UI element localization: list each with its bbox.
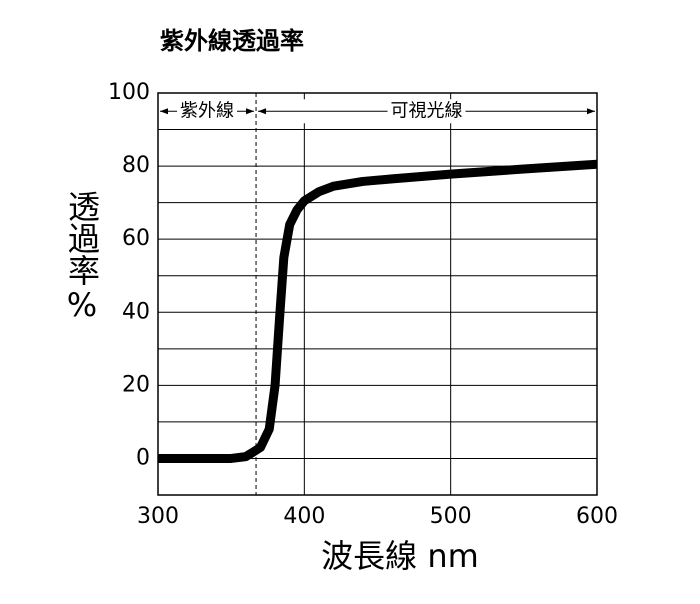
arrow-head	[258, 108, 267, 115]
y-tick-label: 0	[136, 445, 150, 470]
y-tick-label: 80	[122, 153, 150, 178]
chart-title: 紫外線透過率	[160, 27, 304, 55]
y-tick-label: 40	[122, 299, 150, 324]
y-axis-label: 透過率%	[63, 190, 101, 324]
arrow-head	[587, 108, 595, 115]
region-label: 可視光線	[391, 100, 463, 121]
x-axis-label: 波長線 nm	[321, 537, 479, 575]
y-tick-label: 100	[108, 80, 150, 105]
x-tick-label: 600	[576, 504, 618, 529]
arrow-head	[160, 108, 168, 115]
arrow-head	[246, 108, 255, 115]
region-label: 紫外線	[180, 100, 234, 121]
y-tick-label: 60	[122, 226, 150, 251]
label-bg	[177, 100, 238, 122]
x-tick-label: 300	[137, 504, 179, 529]
y-tick-label: 20	[122, 372, 150, 397]
x-tick-label: 400	[283, 504, 325, 529]
plot-frame	[157, 92, 598, 496]
label-bg	[387, 100, 466, 122]
x-tick-label: 500	[430, 504, 472, 529]
data-line	[158, 159, 598, 463]
